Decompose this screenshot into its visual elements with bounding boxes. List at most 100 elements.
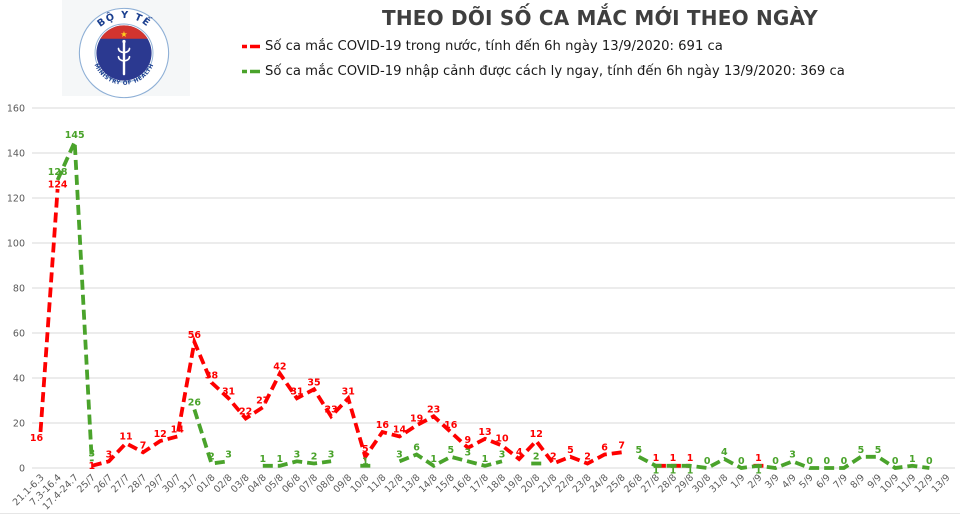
data-label: 2	[584, 452, 591, 463]
data-label: 12	[154, 429, 167, 440]
data-label: 22	[239, 407, 252, 418]
data-label: 124	[48, 180, 68, 191]
data-label: 23	[427, 404, 440, 415]
data-label: 11	[119, 431, 132, 442]
legend-dash-green-icon	[242, 69, 264, 74]
series-line-imported	[398, 452, 503, 469]
data-label: 14	[393, 425, 407, 436]
data-label: 1	[259, 454, 266, 465]
series-line-domestic	[91, 335, 622, 468]
legend-item-domestic: Số ca mắc COVID-19 trong nước, tính đến …	[242, 37, 845, 56]
data-label: 2	[208, 452, 215, 463]
series-line-imported	[55, 141, 94, 462]
y-axis-label: 160	[7, 104, 25, 115]
x-axis-label: 13/9	[930, 472, 953, 495]
data-label: 27	[256, 395, 269, 406]
data-label: 31	[342, 386, 355, 397]
data-label: 1	[362, 456, 369, 467]
x-axis-label: 7/9	[831, 472, 850, 491]
data-label: 5	[875, 445, 882, 456]
data-label: 31	[222, 386, 235, 397]
y-axis-label: 100	[7, 239, 25, 250]
data-label: 0	[892, 456, 899, 467]
data-label: 56	[188, 330, 202, 341]
data-label: 6	[601, 443, 608, 454]
series-line-imported	[637, 454, 930, 470]
data-label: 3	[465, 447, 472, 458]
data-label: 1	[687, 453, 694, 464]
data-label: 16	[376, 420, 390, 431]
data-label: 1	[687, 465, 694, 476]
x-axis-label: 6/9	[814, 472, 833, 491]
data-label: 128	[48, 167, 68, 178]
legend-label-imported: Số ca mắc COVID-19 nhập cảnh được cách l…	[265, 64, 845, 79]
data-label: 31	[290, 386, 303, 397]
data-label: 1	[670, 465, 677, 476]
x-axis-label: 31/8	[708, 472, 731, 495]
series-line-imported	[192, 408, 229, 466]
data-label: 3	[396, 449, 403, 460]
legend-label-domestic: Số ca mắc COVID-19 trong nước, tính đến …	[265, 39, 723, 54]
data-label: 13	[478, 427, 491, 438]
y-axis-label: 140	[7, 149, 25, 160]
data-label: 5	[447, 445, 454, 456]
data-label: 19	[410, 413, 423, 424]
rod-of-asclepius-icon	[117, 39, 131, 76]
data-label: 5	[362, 444, 369, 455]
data-label: 1	[482, 454, 489, 465]
x-axis-label: 4/9	[780, 472, 799, 491]
data-label: 3	[328, 449, 335, 460]
data-label: 12	[530, 429, 543, 440]
data-label: 5	[858, 445, 865, 456]
data-label: 38	[205, 371, 219, 382]
x-axis-label: 8/9	[849, 472, 868, 491]
data-label: 1	[653, 453, 660, 464]
data-label: 2	[550, 452, 557, 463]
ministry-of-health-logo: BỘ Y TẾ MINISTRY OF HEALTH ★	[78, 7, 170, 99]
data-label: 6	[413, 443, 420, 454]
x-axis-label: 5/9	[797, 472, 816, 491]
data-label: 26	[188, 398, 202, 409]
logo-inner-ring	[94, 23, 154, 83]
x-axis-label: 1/9	[729, 472, 748, 491]
data-label: 14	[171, 425, 185, 436]
data-label: 1	[277, 454, 284, 465]
data-label: 5	[567, 445, 574, 456]
data-label: 10	[495, 434, 509, 445]
data-label: 3	[499, 449, 506, 460]
chart-legend: Số ca mắc COVID-19 trong nước, tính đến …	[242, 37, 845, 87]
series-line-imported	[262, 459, 332, 468]
y-axis-label: 20	[13, 419, 25, 430]
data-label: 0	[806, 456, 813, 467]
data-label: 1	[909, 454, 916, 465]
data-label: 0	[704, 456, 711, 467]
y-axis-label: 40	[13, 374, 25, 385]
data-label: 0	[841, 456, 848, 467]
data-label: 1	[89, 461, 96, 472]
data-label: 3	[225, 449, 232, 460]
chart-title: THEO DÕI SỐ CA MẮC MỚI THEO NGÀY	[382, 6, 818, 30]
data-label: 3	[294, 449, 301, 460]
data-label: 0	[926, 456, 933, 467]
data-label: 7	[140, 440, 147, 451]
y-axis-label: 80	[13, 284, 25, 295]
data-label: 7	[618, 440, 625, 451]
series-line-domestic	[38, 188, 60, 433]
x-axis-label: 3/9	[763, 472, 782, 491]
data-label: 9	[465, 435, 472, 446]
data-label: 42	[273, 362, 286, 373]
y-axis-label: 60	[13, 329, 25, 340]
data-label: 145	[65, 130, 85, 141]
data-label: 1	[653, 465, 660, 476]
data-label: 1	[430, 454, 437, 465]
data-label: 4	[516, 447, 523, 458]
legend-item-imported: Số ca mắc COVID-19 nhập cảnh được cách l…	[242, 62, 845, 81]
data-label: 2	[311, 452, 318, 463]
data-label: 23	[325, 404, 338, 415]
data-label: 5	[635, 445, 642, 456]
data-label: 3	[106, 449, 113, 460]
legend-dash-red-icon	[242, 44, 264, 49]
y-axis-label: 120	[7, 194, 25, 205]
